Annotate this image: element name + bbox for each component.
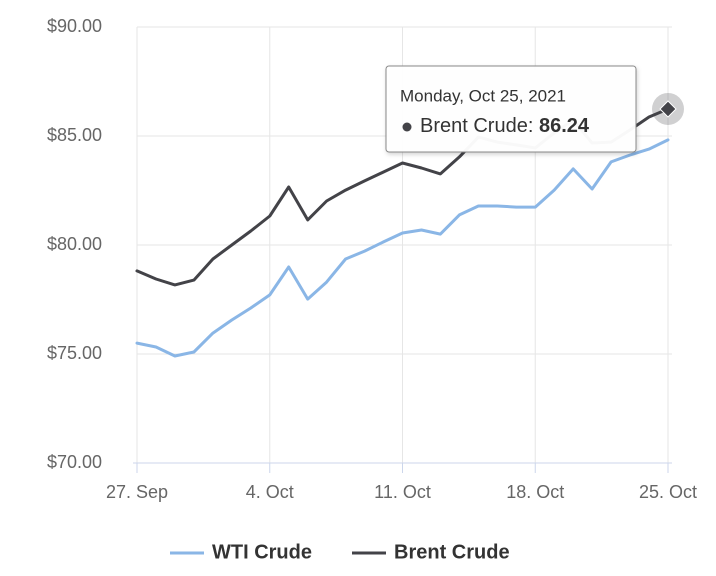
x-tick-label: 11. Oct xyxy=(374,482,431,502)
x-tick-label: 27. Sep xyxy=(106,482,168,502)
y-tick-label: $85.00 xyxy=(47,125,102,145)
y-tick-label: $75.00 xyxy=(47,343,102,363)
series-line xyxy=(135,138,670,358)
x-tick-label: 25. Oct xyxy=(639,482,697,502)
tooltip: Monday, Oct 25, 2021 Brent Crude: 86.24 xyxy=(385,65,684,153)
x-tick-label: 4. Oct xyxy=(246,482,294,502)
x-tick-label: 18. Oct xyxy=(506,482,564,502)
y-tick-label: $90.00 xyxy=(47,16,102,36)
tooltip-value: 86.24 xyxy=(539,115,590,137)
legend-label[interactable]: WTI Crude xyxy=(212,541,312,563)
tooltip-text: Brent Crude: 86.24 xyxy=(420,115,590,137)
tooltip-label: Brent Crude: xyxy=(420,115,533,137)
y-tick-label: $70.00 xyxy=(47,452,102,472)
tooltip-title: Monday, Oct 25, 2021 xyxy=(400,86,566,105)
legend[interactable]: WTI Crude Brent Crude xyxy=(170,541,510,563)
legend-label[interactable]: Brent Crude xyxy=(394,541,510,563)
tooltip-bullet xyxy=(402,122,412,132)
y-tick-label: $80.00 xyxy=(47,234,102,254)
hover-marker xyxy=(659,100,677,118)
tooltip-box xyxy=(385,65,637,153)
